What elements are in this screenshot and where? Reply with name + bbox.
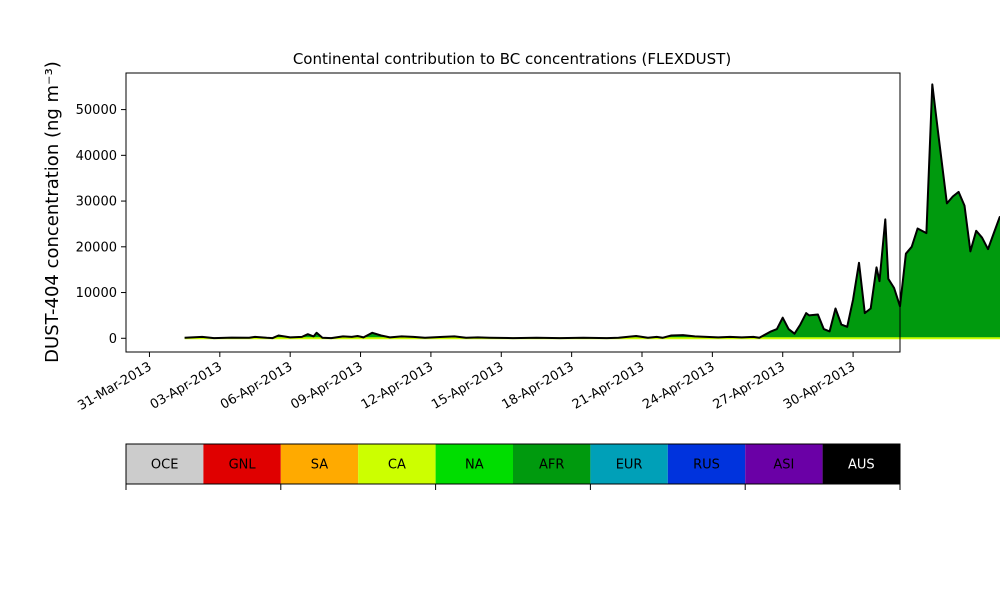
- y-tick-label: 20000: [76, 240, 117, 255]
- legend-label-ca: CA: [388, 458, 406, 473]
- total-outline-line: [184, 83, 1000, 340]
- y-tick-label: 0: [109, 332, 117, 347]
- legend-label-afr: AFR: [539, 458, 564, 473]
- legend-label-gnl: GNL: [229, 458, 257, 473]
- legend-swatch-rus: [667, 444, 746, 484]
- y-axis: 0 10000 20000 30000 40000 50000: [76, 103, 126, 347]
- x-tick-label: 12-Apr-2013: [359, 359, 436, 412]
- legend-swatch-na: [435, 444, 513, 484]
- legend-swatch-afr: [513, 444, 591, 484]
- legend-label-eur: EUR: [616, 458, 643, 473]
- x-tick-label: 24-Apr-2013: [640, 359, 717, 412]
- y-tick-label: 50000: [76, 103, 117, 118]
- plot-frame: [125, 72, 901, 353]
- legend-label-oce: OCE: [151, 458, 179, 473]
- x-tick-label: 21-Apr-2013: [570, 359, 647, 412]
- legend-swatch-gnl: [203, 444, 281, 484]
- chart-title: Continental contribution to BC concentra…: [293, 50, 731, 68]
- legend-frame: [125, 443, 901, 485]
- y-tick-label: 10000: [76, 286, 117, 301]
- x-tick-label: 18-Apr-2013: [500, 359, 577, 412]
- y-axis-title: DUST-404 concentration (ng m⁻³): [42, 61, 63, 363]
- x-tick-label: 15-Apr-2013: [429, 359, 506, 412]
- x-tick-label: 30-Apr-2013: [781, 359, 858, 412]
- x-tick-label: 27-Apr-2013: [711, 359, 788, 412]
- y-tick-label: 40000: [76, 149, 117, 164]
- legend-label-aus: AUS: [848, 458, 875, 473]
- legend-label-sa: SA: [311, 458, 328, 473]
- legend-label-asi: ASI: [773, 458, 794, 473]
- legend-swatch-aus: [822, 444, 900, 484]
- x-tick-label: 06-Apr-2013: [218, 359, 295, 412]
- y-tick-label: 30000: [76, 195, 117, 210]
- legend-swatch-sa: [280, 444, 359, 484]
- legend-swatch-oce: [126, 444, 204, 484]
- series-area-afr: [184, 84, 1000, 339]
- x-tick-label: 31-Mar-2013: [75, 359, 154, 413]
- legend-swatch-eur: [590, 444, 668, 484]
- x-axis: 31-Mar-201303-Apr-201306-Apr-201309-Apr-…: [75, 352, 858, 414]
- legend-swatch-asi: [745, 444, 823, 484]
- legend-swatch-ca: [358, 444, 436, 484]
- legend-label-rus: RUS: [693, 458, 720, 473]
- legend-colorbar: OCE GNL SA CA NA AFR EUR RUS ASI AUS: [125, 443, 901, 490]
- x-tick-label: 09-Apr-2013: [288, 359, 365, 412]
- legend-label-na: NA: [465, 458, 484, 473]
- plot-area: [125, 72, 1000, 353]
- x-tick-label: 03-Apr-2013: [148, 359, 225, 412]
